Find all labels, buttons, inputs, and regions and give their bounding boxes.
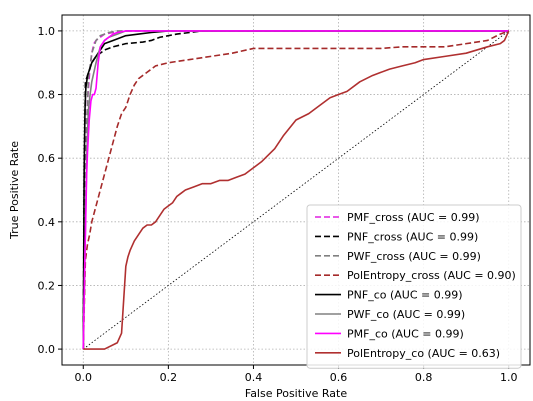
x-tick-label: 0.6 (330, 371, 348, 384)
reference-line-layer (83, 30, 509, 350)
legend-entry-label: PolEntropy_cross (AUC = 0.90) (347, 269, 516, 282)
plot-frame (61, 14, 531, 366)
legend-entry-label: PWF_cross (AUC = 0.99) (347, 250, 481, 263)
y-axis-label: True Positive Rate (8, 141, 21, 240)
x-tick-label: 0.8 (415, 371, 433, 384)
x-tick-label: 1.0 (500, 371, 518, 384)
legend-entry-label: PMF_cross (AUC = 0.99) (347, 211, 480, 224)
x-tick-label: 0.2 (160, 371, 178, 384)
x-axis-label: False Positive Rate (245, 387, 347, 400)
y-tick-label: 0.0 (38, 343, 56, 356)
series-line-3 (82, 30, 510, 350)
ticks: 0.0 0.2 0.4 0.6 0.8 1.0 0.0 0.2 0.4 0.6 0.8 1.0 (38, 25, 518, 384)
legend-box (306, 204, 522, 369)
y-tick-label: 0.4 (38, 216, 56, 229)
y-tick-label: 0.2 (38, 279, 56, 292)
legend-entry-label: PMF_co (AUC = 0.99) (347, 327, 464, 340)
series-line-7 (83, 30, 510, 350)
legend: PMF_cross (AUC = 0.99) PNF_cross (AUC = 0… (306, 204, 522, 369)
series-line-6 (82, 30, 509, 350)
x-tick-label: 0.0 (75, 371, 93, 384)
legend-entry-label: PWF_co (AUC = 0.99) (347, 308, 465, 321)
series-layer (82, 30, 510, 350)
y-tick-label: 0.6 (38, 152, 56, 165)
y-tick-label: 0.8 (38, 89, 56, 102)
legend-entry-label: PNF_co (AUC = 0.99) (347, 289, 463, 302)
chance-diagonal-line (83, 30, 509, 350)
legend-entry-label: PolEntropy_co (AUC = 0.63) (347, 347, 500, 360)
legend-entry-label: PNF_cross (AUC = 0.99) (347, 230, 478, 243)
x-tick-label: 0.4 (245, 371, 263, 384)
y-tick-label: 1.0 (38, 25, 56, 38)
